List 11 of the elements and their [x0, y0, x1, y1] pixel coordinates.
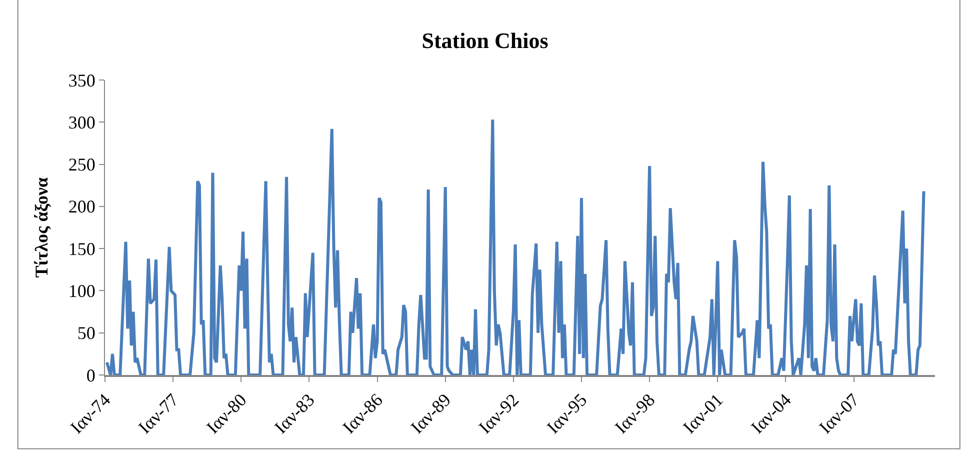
y-tick-label: 50 [77, 323, 96, 344]
y-tick-label: 100 [68, 281, 96, 302]
y-tick-label: 300 [68, 112, 96, 132]
y-tick-label: 250 [68, 154, 96, 175]
chart-title: Station Chios [422, 28, 549, 53]
y-tick-label: 200 [68, 196, 96, 217]
y-tick-label: 150 [68, 238, 96, 259]
y-tick-label: 350 [68, 70, 96, 90]
y-tick-label: 0 [86, 365, 96, 386]
line-series [105, 118, 926, 375]
y-axis-title: Τίτλος άξονα [32, 177, 52, 278]
